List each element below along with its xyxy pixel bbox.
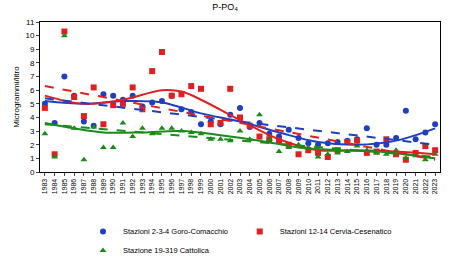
- svg-text:1987: 1987: [80, 179, 87, 195]
- svg-text:2015: 2015: [353, 179, 360, 195]
- svg-text:1997: 1997: [178, 179, 185, 195]
- svg-text:1996: 1996: [168, 179, 175, 195]
- svg-text:1983: 1983: [41, 179, 48, 195]
- svg-text:2021: 2021: [412, 179, 419, 195]
- svg-text:6: 6: [30, 86, 35, 95]
- svg-text:2: 2: [30, 141, 35, 150]
- svg-text:1984: 1984: [51, 179, 58, 195]
- svg-text:2014: 2014: [344, 179, 351, 195]
- svg-text:2019: 2019: [392, 179, 399, 195]
- svg-text:1986: 1986: [70, 179, 77, 195]
- svg-text:Stazioni 12-14 Cervia-Cesenati: Stazioni 12-14 Cervia-Cesenatico: [280, 227, 392, 236]
- svg-text:2011: 2011: [314, 179, 321, 194]
- svg-text:2017: 2017: [373, 179, 380, 195]
- svg-text:1999: 1999: [197, 179, 204, 195]
- svg-text:9: 9: [30, 45, 35, 54]
- svg-text:2018: 2018: [383, 179, 390, 195]
- svg-text:1994: 1994: [148, 179, 155, 195]
- svg-text:2000: 2000: [207, 179, 214, 195]
- svg-text:2004: 2004: [246, 179, 253, 195]
- svg-text:1993: 1993: [139, 179, 146, 195]
- svg-text:0: 0: [30, 168, 35, 177]
- svg-text:1992: 1992: [129, 179, 136, 195]
- svg-text:1: 1: [30, 154, 35, 163]
- svg-text:2009: 2009: [295, 179, 302, 195]
- svg-text:1998: 1998: [187, 179, 194, 195]
- svg-text:7: 7: [30, 72, 35, 81]
- svg-text:1989: 1989: [100, 179, 107, 195]
- svg-text:1985: 1985: [61, 179, 68, 195]
- svg-text:2006: 2006: [266, 179, 273, 195]
- svg-text:2003: 2003: [236, 179, 243, 195]
- svg-text:2008: 2008: [285, 179, 292, 195]
- svg-text:5: 5: [30, 100, 35, 109]
- svg-text:2010: 2010: [305, 179, 312, 195]
- svg-text:11: 11: [26, 18, 35, 27]
- svg-text:Stazioni 2-3-4 Goro-Comacchio: Stazioni 2-3-4 Goro-Comacchio: [123, 227, 228, 236]
- svg-text:4: 4: [30, 113, 35, 122]
- svg-text:2005: 2005: [256, 179, 263, 195]
- svg-text:Stazione 19-319 Cattolica: Stazione 19-319 Cattolica: [123, 246, 210, 255]
- svg-text:1995: 1995: [158, 179, 165, 195]
- svg-text:8: 8: [30, 59, 35, 68]
- svg-text:10: 10: [25, 31, 34, 40]
- svg-text:1988: 1988: [90, 179, 97, 195]
- svg-text:2012: 2012: [324, 179, 331, 195]
- svg-text:2020: 2020: [402, 179, 409, 195]
- svg-text:1990: 1990: [109, 179, 116, 195]
- svg-text:Microgrammi/litro: Microgrammi/litro: [12, 66, 21, 128]
- svg-text:2002: 2002: [227, 179, 234, 195]
- svg-text:2023: 2023: [431, 179, 438, 195]
- svg-text:2016: 2016: [363, 179, 370, 195]
- svg-text:2022: 2022: [422, 179, 429, 195]
- svg-text:2007: 2007: [275, 179, 282, 195]
- svg-text:1991: 1991: [119, 179, 126, 195]
- svg-text:P-PO₄: P-PO₄: [212, 2, 238, 12]
- svg-text:3: 3: [30, 127, 35, 136]
- svg-text:2013: 2013: [334, 179, 341, 195]
- svg-text:2001: 2001: [217, 179, 224, 195]
